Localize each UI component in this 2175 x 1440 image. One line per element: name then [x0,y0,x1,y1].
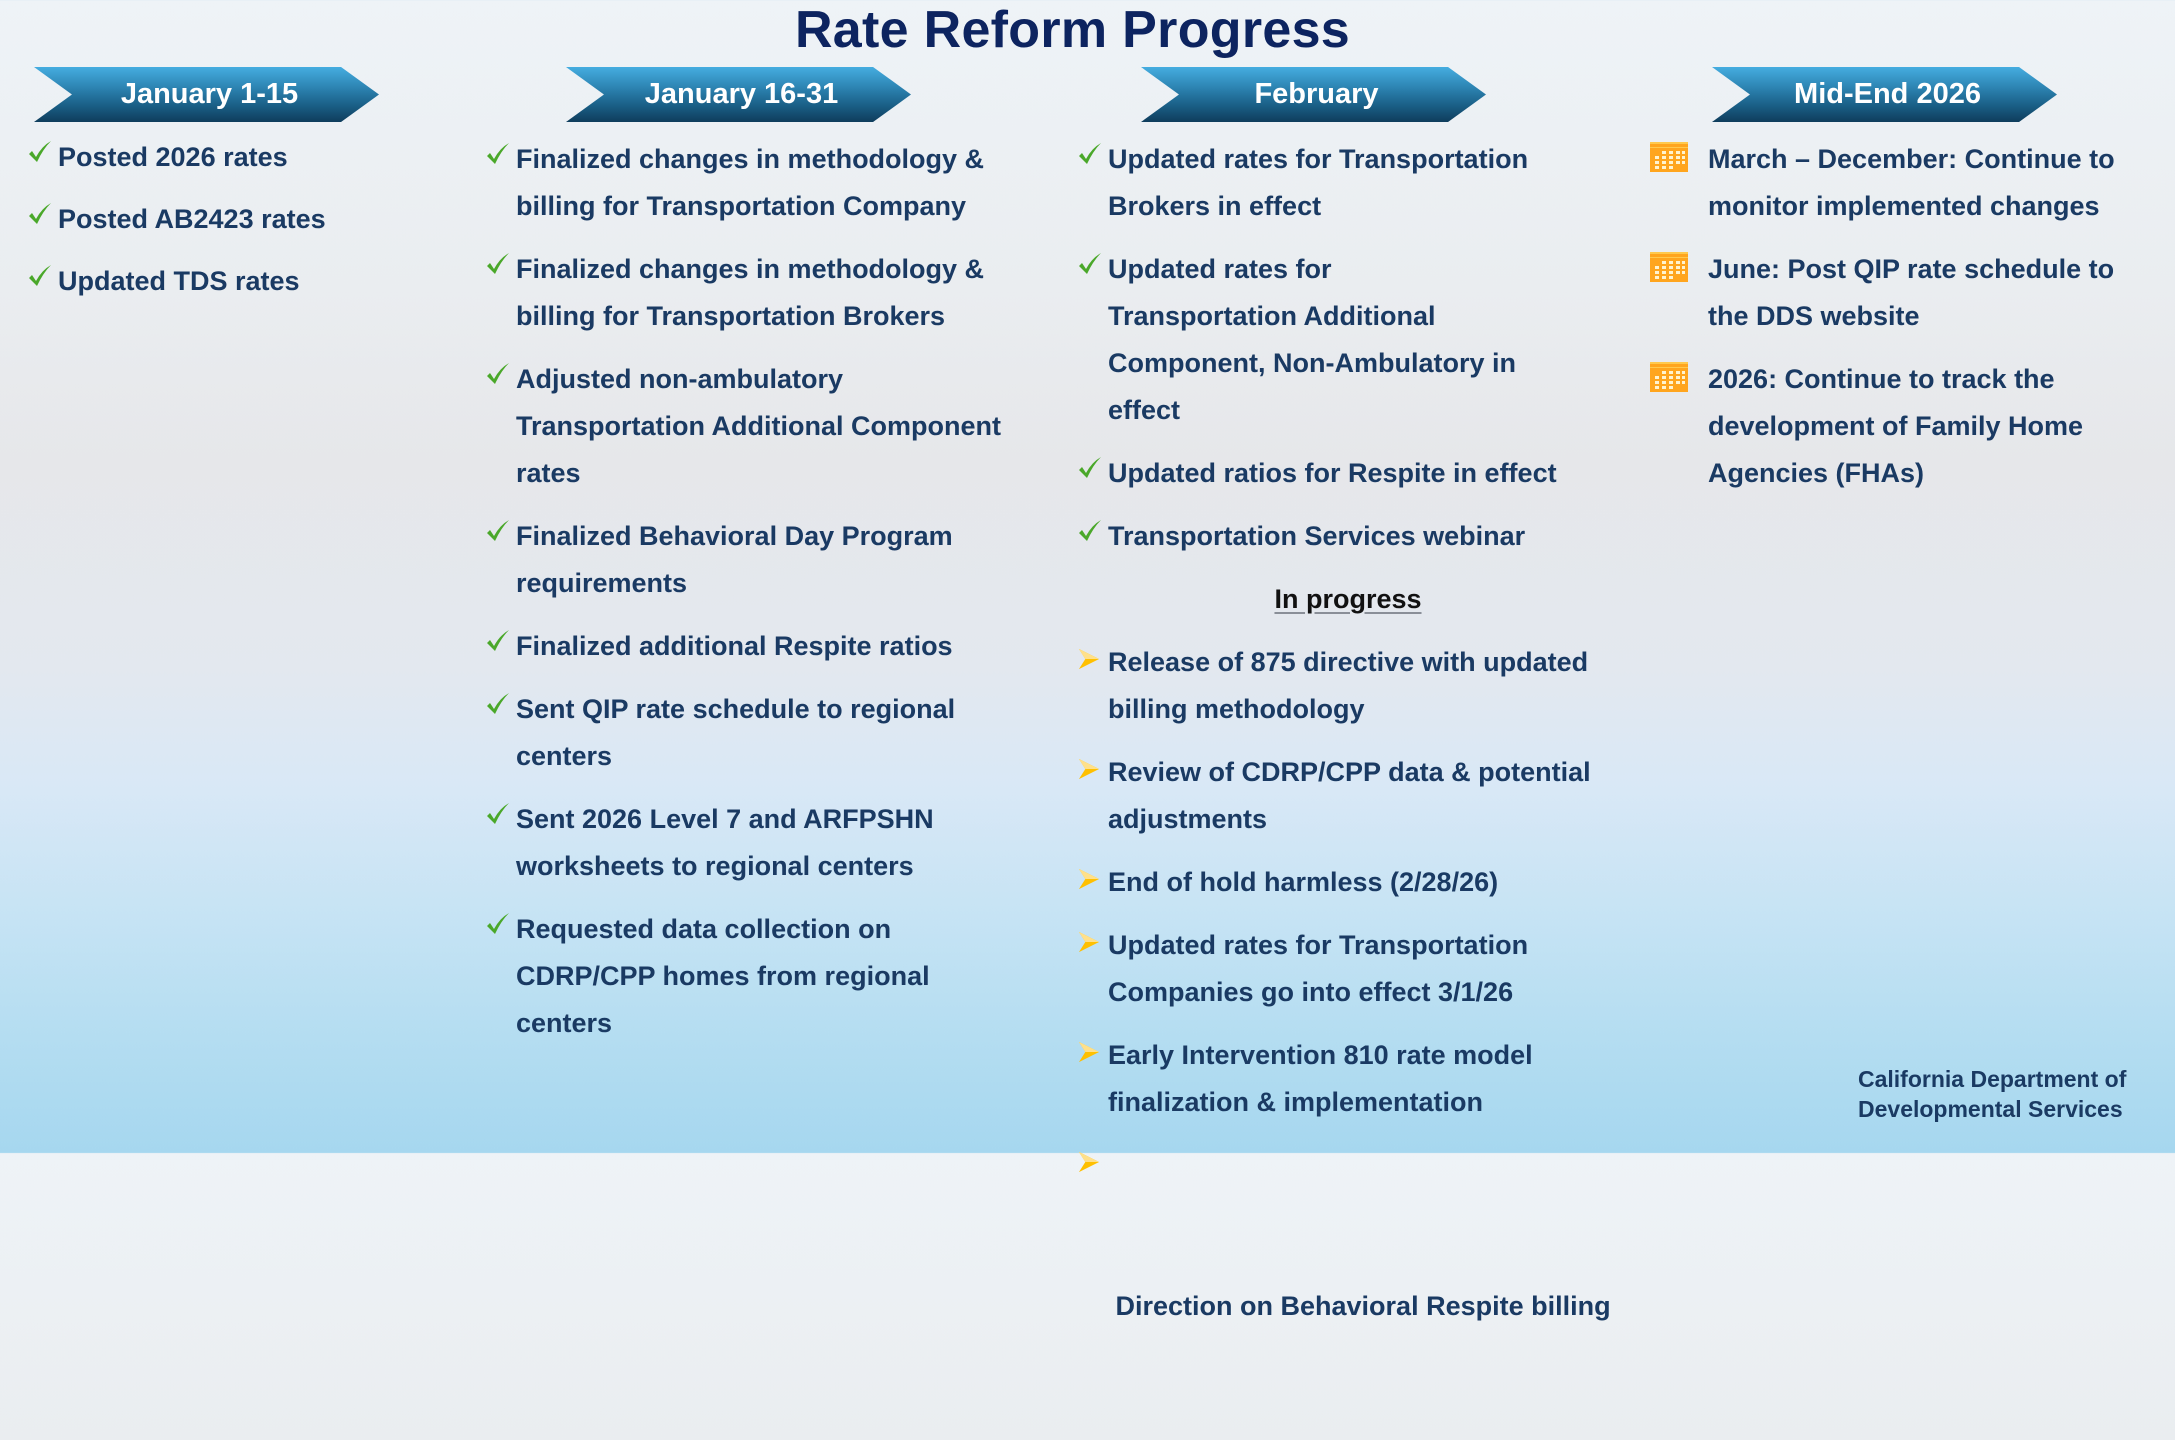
in-progress-heading: In progress [1274,584,1422,614]
column-february: Updated rates for Transportation Brokers… [1078,136,1618,1440]
arrow-bullet-icon [1078,1041,1100,1063]
list-item: Posted 2026 rates [28,134,468,181]
arrow-bullet-icon [1078,868,1100,890]
check-icon [486,629,510,653]
banner-february: February [1141,67,1486,122]
list-item: Updated ratios for Respite in effect [1078,450,1618,497]
list-item: Sent 2026 Level 7 and ARFPSHN worksheets… [486,796,1026,890]
page-title: Rate Reform Progress [794,1,1351,59]
list-item: 2026: Continue to track the development … [1650,356,2150,497]
list-item: Finalized additional Respite ratios [486,623,1026,670]
check-icon [1078,519,1102,543]
list-item: Updated rates for Transportation Brokers… [1078,136,1618,230]
check-icon [486,252,510,276]
banner-mid-end-2026: Mid-End 2026 [1712,67,2057,122]
banner-label: February [1254,78,1379,110]
list-item: Updated TDS rates [28,258,468,305]
banner-label: January 16-31 [644,78,839,110]
check-icon [486,519,510,543]
calendar-icon [1650,142,1688,172]
arrow-bullet-icon [1078,758,1100,780]
banner-january-16-31: January 16-31 [566,67,911,122]
list-item: Finalized changes in methodology & billi… [486,136,1026,230]
footer-line-1: California Department of [1858,1066,2127,1092]
banner-label: January 1-15 [120,78,299,110]
arrow-bullet-icon [1078,1151,1100,1173]
arrow-bullet-icon [1078,648,1100,670]
list-item: Posted AB2423 rates [28,196,468,243]
check-icon [28,264,52,288]
check-icon [1078,252,1102,276]
calendar-icon [1650,362,1688,392]
in-progress-item: Release of 875 directive with updated bi… [1078,639,1618,733]
check-icon [1078,456,1102,480]
arrow-bullet-icon [1078,931,1100,953]
calendar-icon [1650,252,1688,282]
column-january-16-31: Finalized changes in methodology & billi… [486,136,1026,1063]
in-progress-item: Direction on Behavioral Respite billing [1078,1142,1618,1424]
list-item: March – December: Continue to monitor im… [1650,136,2150,230]
column-mid-end-2026: March – December: Continue to monitor im… [1650,136,2150,513]
footer-line-2: Developmental Services [1858,1096,2123,1122]
in-progress-item: Updated rates for Transportation Compani… [1078,922,1618,1016]
check-icon [486,362,510,386]
list-item: Finalized changes in methodology & billi… [486,246,1026,340]
in-progress-item: Early Intervention 810 rate model finali… [1078,1032,1618,1126]
organization-footer: California Department of Developmental S… [1858,1064,2126,1124]
list-item: June: Post QIP rate schedule to the DDS … [1650,246,2150,340]
check-icon [28,140,52,164]
list-item: Finalized Behavioral Day Program require… [486,513,1026,607]
check-icon [486,912,510,936]
check-icon [486,142,510,166]
list-item: Updated rates for Transportation Additio… [1078,246,1618,434]
check-icon [486,802,510,826]
banner-label: Mid-End 2026 [1794,78,1981,110]
banner-january-1-15: January 1-15 [34,67,379,122]
list-item: Requested data collection on CDRP/CPP ho… [486,906,1026,1047]
list-item: Adjusted non-ambulatory Transportation A… [486,356,1026,497]
in-progress-item: End of hold harmless (2/28/26) [1078,859,1618,906]
check-icon [486,692,510,716]
column-january-1-15: Posted 2026 rates Posted AB2423 rates Up… [28,134,468,320]
in-progress-item: Review of CDRP/CPP data & potential adju… [1078,749,1618,843]
check-icon [1078,142,1102,166]
list-item: Transportation Services webinar [1078,513,1618,560]
check-icon [28,202,52,226]
list-item: Sent QIP rate schedule to regional cente… [486,686,1026,780]
